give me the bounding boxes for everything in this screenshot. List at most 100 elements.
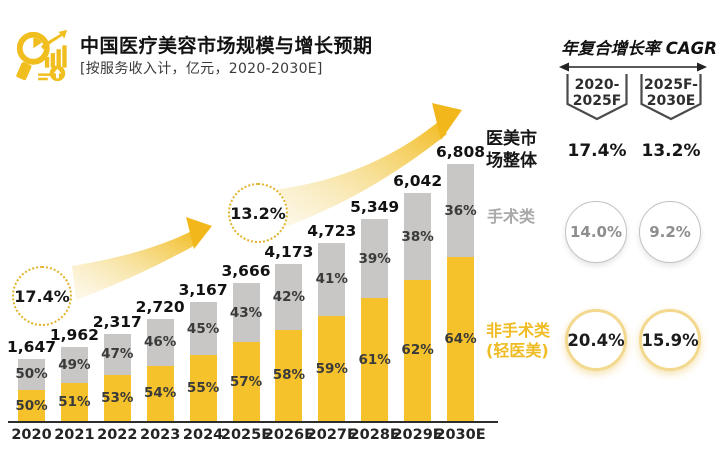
bar-2024 — [189, 301, 217, 421]
x-axis-label: 2025F — [220, 427, 272, 443]
bar-pct-nonsurgical: 61% — [358, 351, 391, 368]
x-axis-label: 2029E — [392, 427, 443, 443]
bar-segment-nonsurgical — [275, 329, 303, 421]
bar-total-label: 6,808 — [435, 143, 486, 162]
bar-total-label: 2,720 — [135, 297, 185, 316]
cagr-circle-surgical-2: 9.2% — [639, 201, 701, 263]
page-subtitle: [按服务收入计，亿元，2020-2030E] — [80, 61, 323, 77]
x-axis-label: 2021 — [54, 427, 95, 443]
x-axis-label: 2023 — [140, 427, 181, 443]
bar-segment-surgical — [275, 263, 303, 330]
bar-segment-surgical — [447, 164, 474, 257]
bar-pct-nonsurgical: 50% — [15, 397, 48, 414]
x-axis-label: 2020 — [11, 427, 52, 443]
growth-arrow-right — [272, 103, 462, 230]
bar-pct-nonsurgical: 53% — [101, 389, 134, 406]
bar-total-label: 4,723 — [307, 221, 357, 240]
bar-2021 — [60, 347, 88, 421]
cagr-panel-title: 年复合增长率 CAGR — [561, 39, 717, 58]
period-label-2: 2025F- 2030E — [644, 77, 698, 109]
x-axis-label: 2024 — [182, 427, 224, 443]
bar-total-label: 1,962 — [49, 326, 99, 344]
period-pennant-2: 2025F- 2030E — [640, 74, 702, 122]
bar-segment-nonsurgical — [447, 256, 474, 421]
bar-segment-surgical — [404, 193, 432, 280]
bar-2026E — [275, 263, 303, 421]
bar-segment-surgical — [318, 242, 346, 316]
market-analysis-icon — [16, 29, 68, 82]
bar-segment-surgical — [60, 347, 88, 384]
double-arrow-icon — [559, 62, 707, 72]
bar-total-label: 2,317 — [92, 312, 142, 331]
bar-segment-surgical — [232, 282, 260, 343]
legend-total-market: 医美市 场整体 — [486, 129, 537, 171]
bar-pct-surgical: 47% — [101, 346, 134, 363]
bar-pct-surgical: 43% — [229, 304, 263, 321]
bar-segment-nonsurgical — [232, 342, 260, 421]
bar-segment-nonsurgical — [189, 355, 217, 421]
bar-pct-surgical: 39% — [358, 250, 391, 267]
cagr-badge-2020-2025: 17.4% — [12, 266, 72, 326]
cagr-badge-2025-2030: 13.2% — [228, 183, 288, 243]
bar-segment-nonsurgical — [60, 383, 88, 421]
bar-pct-surgical: 36% — [444, 202, 477, 219]
bar-segment-nonsurgical — [18, 389, 45, 421]
bar-segment-nonsurgical — [404, 279, 432, 421]
bar-pct-surgical: 49% — [58, 357, 91, 374]
bar-pct-nonsurgical: 57% — [229, 373, 263, 390]
bar-pct-nonsurgical: 55% — [186, 380, 220, 397]
bar-2020 — [18, 358, 45, 421]
bar-pct-surgical: 46% — [144, 334, 177, 350]
bar-total-label: 3,167 — [178, 280, 228, 299]
bar-segment-surgical — [18, 358, 45, 390]
bar-segment-surgical — [189, 301, 217, 356]
bar-total-label: 5,349 — [350, 198, 400, 217]
bar-total-label: 6,042 — [393, 172, 443, 191]
bar-segment-surgical — [361, 219, 389, 298]
bar-pct-nonsurgical: 51% — [58, 394, 91, 411]
legend-nonsurgical: 非手术类 (轻医美) — [486, 321, 551, 360]
bar-2027E — [318, 242, 346, 421]
x-axis-label: 2028E — [349, 427, 400, 443]
bar-pct-surgical: 45% — [186, 320, 220, 337]
x-axis-line — [8, 421, 498, 423]
bar-total-label: 3,666 — [221, 261, 271, 280]
bar-pct-surgical: 42% — [272, 288, 306, 305]
growth-arrow-left — [72, 217, 212, 300]
page-title: 中国医疗美容市场规模与增长预期 — [80, 35, 373, 57]
bar-segment-nonsurgical — [103, 374, 131, 421]
cagr-total-2020-2025: 17.4% — [567, 141, 627, 161]
legend-surgical: 手术类 — [487, 207, 536, 226]
bar-segment-nonsurgical — [361, 297, 389, 421]
bar-2029E — [404, 193, 432, 421]
bar-pct-nonsurgical: 62% — [401, 342, 434, 359]
bar-2025F — [232, 282, 260, 421]
bar-pct-nonsurgical: 64% — [444, 330, 477, 347]
bar-segment-nonsurgical — [146, 365, 174, 421]
bar-2028E — [361, 219, 389, 421]
cagr-total-2025-2030: 13.2% — [641, 141, 701, 161]
period-label-1: 2020- 2025F — [572, 77, 622, 109]
bar-2022 — [103, 333, 131, 421]
bar-2023 — [146, 318, 174, 421]
cagr-circle-surgical-1: 14.0% — [565, 201, 627, 263]
bar-pct-surgical: 38% — [401, 228, 434, 245]
bar-pct-surgical: 50% — [15, 366, 48, 383]
bar-2030E — [447, 164, 474, 421]
bar-pct-nonsurgical: 54% — [144, 385, 177, 402]
x-axis-label: 2030E — [435, 427, 486, 443]
cagr-circle-nonsurgical-1: 20.4% — [565, 309, 627, 371]
cagr-circle-nonsurgical-2: 15.9% — [639, 309, 701, 371]
bar-pct-nonsurgical: 59% — [315, 360, 348, 377]
bar-segment-surgical — [103, 333, 131, 375]
bar-total-label: 1,647 — [6, 337, 57, 356]
x-axis-label: 2022 — [97, 427, 138, 443]
bar-pct-surgical: 41% — [315, 271, 348, 288]
period-pennant-1: 2020- 2025F — [566, 74, 628, 122]
bar-segment-nonsurgical — [318, 315, 346, 421]
x-axis-label: 2027E — [306, 427, 357, 443]
bar-pct-nonsurgical: 58% — [272, 367, 306, 384]
x-axis-label: 2026E — [263, 427, 315, 443]
